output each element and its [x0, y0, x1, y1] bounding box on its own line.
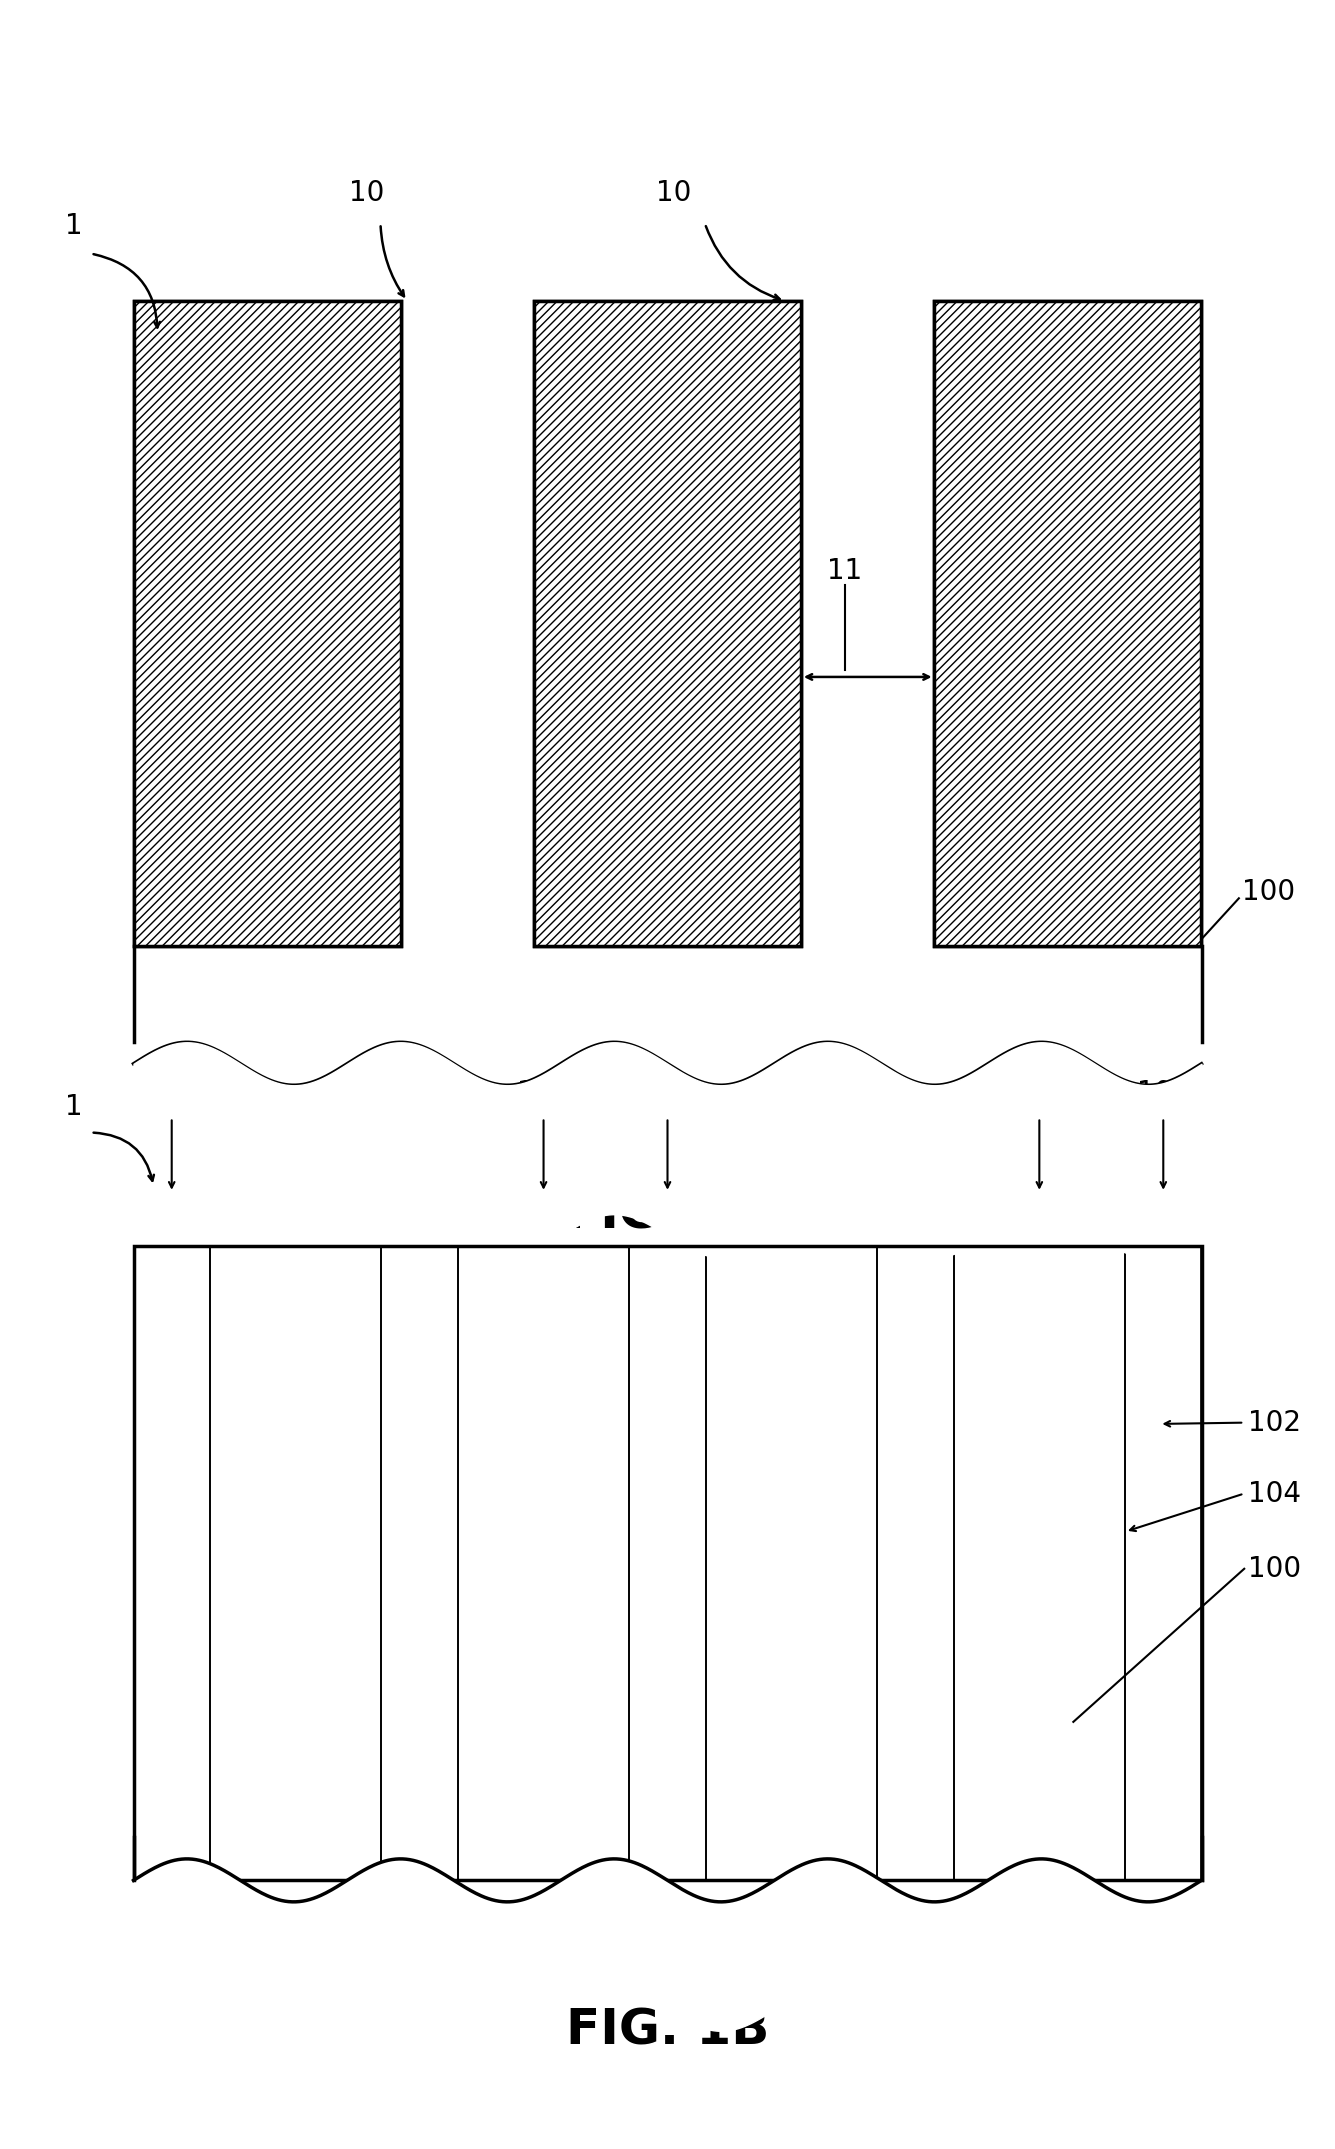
Bar	[134, 301, 400, 946]
Bar	[134, 258, 1202, 1064]
Bar	[706, 1246, 877, 1880]
Text: 101: 101	[1137, 1079, 1189, 1107]
Text: 100: 100	[1242, 877, 1295, 907]
Text: 100: 100	[1248, 1554, 1302, 1584]
Bar	[210, 1246, 382, 1880]
Text: 101: 101	[641, 1079, 694, 1107]
Text: 101: 101	[146, 1079, 198, 1107]
Bar	[934, 301, 1202, 946]
Text: 104: 104	[1248, 1479, 1302, 1509]
Bar	[134, 1246, 1202, 1880]
Bar	[877, 1246, 953, 1880]
Bar	[134, 301, 400, 946]
Text: 105: 105	[517, 1079, 570, 1107]
Bar	[534, 301, 801, 946]
Text: 10: 10	[657, 178, 692, 208]
Bar	[934, 301, 1202, 946]
Bar	[134, 1246, 210, 1880]
Text: 1: 1	[64, 1092, 83, 1122]
Text: FIG. 1A: FIG. 1A	[566, 1191, 769, 1238]
Text: 105: 105	[1013, 1079, 1065, 1107]
Text: FIG. 1B: FIG. 1B	[566, 2007, 769, 2054]
Bar	[629, 1246, 706, 1880]
Bar	[1125, 1246, 1202, 1880]
Text: 11: 11	[828, 557, 862, 585]
Bar	[458, 1246, 629, 1880]
Bar	[953, 1246, 1125, 1880]
Text: 10: 10	[350, 178, 384, 208]
Text: 1: 1	[64, 211, 83, 241]
Bar	[534, 301, 801, 946]
Text: 102: 102	[1248, 1408, 1302, 1438]
Bar	[382, 1246, 458, 1880]
Bar	[134, 1246, 1202, 1880]
